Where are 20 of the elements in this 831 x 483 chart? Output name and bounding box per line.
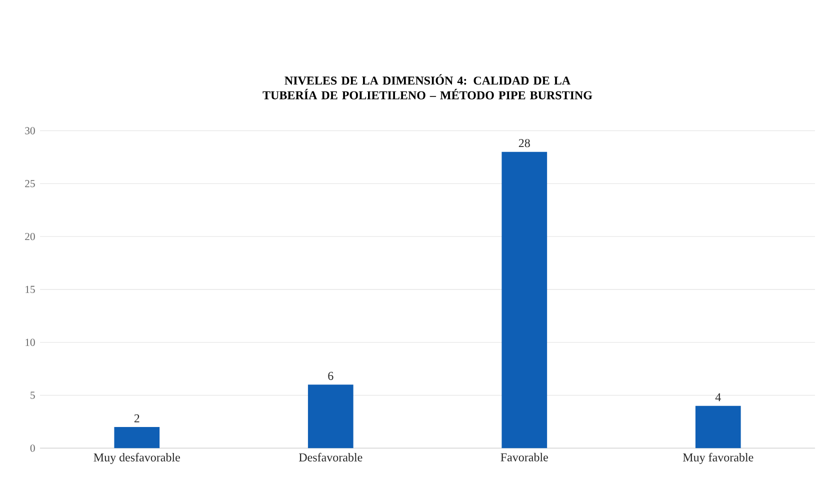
data-label: 2	[134, 414, 140, 422]
x-tick-label: Desfavorable	[298, 452, 362, 462]
y-tick-label: 15	[26, 286, 35, 294]
y-tick-label: 5	[30, 392, 35, 399]
x-tick-label: Muy desfavorable	[94, 452, 180, 464]
data-label: 28	[518, 139, 530, 148]
x-tick-label: Favorable	[500, 452, 548, 462]
bar	[114, 427, 160, 448]
bar	[502, 152, 548, 448]
y-tick-label: 10	[26, 338, 35, 346]
y-tick-label: 25	[25, 180, 35, 188]
chart-title: NIVELES DE LA DIMENSIÓN 4: CALIDAD DE LA TUBERÍA DE POLIETILENO – MÉTODO PIPE BURSTING	[262, 74, 592, 100]
y-tick-label: 30	[25, 127, 35, 134]
data-label: 4	[715, 393, 721, 402]
data-label: 6	[328, 372, 334, 380]
y-tick-label: 20	[25, 233, 35, 240]
bar	[308, 384, 354, 448]
bar	[695, 406, 741, 448]
y-tick-label: 0	[30, 444, 35, 452]
x-tick-label: Muy favorable	[682, 452, 754, 464]
